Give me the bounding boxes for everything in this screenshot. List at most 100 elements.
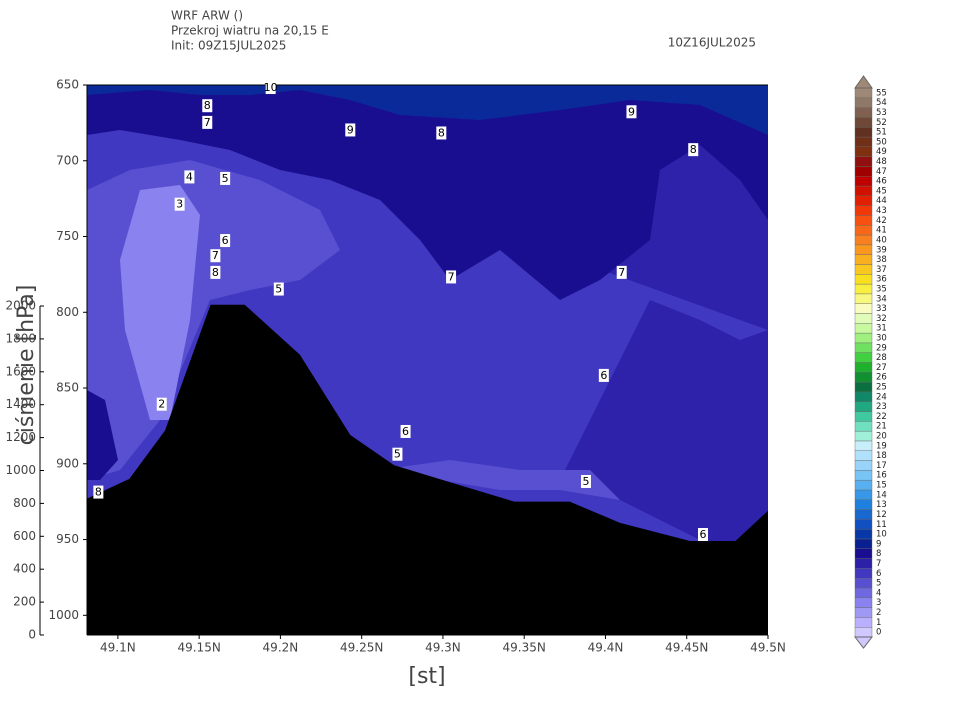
colorbar-label: 12 bbox=[876, 510, 887, 520]
contour-label: 5 bbox=[582, 475, 589, 488]
contour-label-box bbox=[202, 115, 213, 129]
colorbar-label: 37 bbox=[876, 265, 887, 275]
contour-label: 3 bbox=[176, 198, 183, 211]
colorbar-box bbox=[854, 283, 873, 295]
colorbar-box bbox=[854, 97, 873, 108]
y2-tick-label: 1600 bbox=[5, 364, 36, 378]
colorbar-label: 52 bbox=[876, 118, 887, 128]
y-tick-label: 950 bbox=[56, 532, 79, 546]
contour-label: 7 bbox=[212, 249, 219, 262]
colorbar-box bbox=[854, 558, 873, 569]
colorbar-label: 15 bbox=[876, 481, 887, 491]
colorbar-label: 26 bbox=[876, 373, 887, 383]
colorbar-box bbox=[854, 617, 873, 628]
colorbar-label: 51 bbox=[876, 128, 887, 138]
title-line: Przekroj wiatru na 20,15 E bbox=[171, 24, 329, 38]
colorbar-label: 6 bbox=[876, 569, 881, 579]
contour-label-box bbox=[202, 99, 213, 113]
colorbar-label: 48 bbox=[876, 157, 887, 167]
colorbar-box bbox=[854, 538, 873, 549]
colorbar-label: 32 bbox=[876, 314, 887, 324]
contour-label: 6 bbox=[222, 234, 229, 247]
y2-tick-label: 1000 bbox=[5, 463, 36, 477]
title-block: WRF ARW ()Przekroj wiatru na 20,15 EInit… bbox=[171, 9, 329, 53]
colorbar-label: 8 bbox=[876, 549, 881, 559]
x-axis-label: [st] bbox=[408, 664, 445, 689]
y-tick-label: 1000 bbox=[48, 608, 79, 622]
contour-label-box bbox=[345, 123, 356, 137]
contour-label: 7 bbox=[448, 270, 455, 283]
contour-label-box bbox=[688, 143, 699, 157]
title-line: WRF ARW () bbox=[171, 9, 243, 23]
colorbar-label: 23 bbox=[876, 402, 887, 412]
colorbar-label: 50 bbox=[876, 137, 887, 147]
field-fill bbox=[87, 85, 768, 135]
colorbar-label: 39 bbox=[876, 245, 887, 255]
colorbar-label: 20 bbox=[876, 432, 887, 442]
colorbar-max bbox=[854, 75, 873, 89]
colorbar-box bbox=[854, 499, 873, 510]
contour-label: 7 bbox=[204, 116, 211, 129]
colorbar-box bbox=[854, 519, 873, 530]
colorbar-box bbox=[854, 274, 873, 285]
colorbar-box bbox=[854, 411, 873, 422]
colorbar-box bbox=[854, 470, 873, 481]
terrain bbox=[87, 304, 768, 635]
colorbar-box bbox=[854, 254, 873, 265]
contour-label-box bbox=[580, 474, 591, 488]
colorbar-label: 27 bbox=[876, 363, 887, 373]
colorbar-box bbox=[854, 332, 873, 344]
contour-label-box bbox=[598, 368, 609, 382]
contour-label-box bbox=[400, 424, 411, 438]
colorbar-label: 31 bbox=[876, 324, 887, 334]
contour-label-box bbox=[210, 249, 221, 263]
colorbar-label: 30 bbox=[876, 333, 887, 343]
colorbar-box bbox=[854, 401, 873, 412]
field-fill bbox=[380, 460, 620, 500]
contour-label-box bbox=[616, 265, 627, 279]
colorbar-label: 38 bbox=[876, 255, 887, 265]
colorbar-box bbox=[854, 313, 873, 324]
colorbar-label: 42 bbox=[876, 216, 887, 226]
contour-label: 9 bbox=[347, 123, 354, 136]
colorbar-label: 16 bbox=[876, 471, 887, 481]
contour-label: 8 bbox=[690, 143, 697, 156]
colorbar-label: 29 bbox=[876, 343, 887, 353]
y-tick-label: 650 bbox=[56, 78, 79, 92]
colorbar-label: 36 bbox=[876, 275, 887, 285]
colorbar-label: 2 bbox=[876, 608, 881, 618]
colorbar-label: 11 bbox=[876, 520, 887, 530]
colorbar-box bbox=[854, 450, 873, 461]
x-tick-label: 49.45N bbox=[665, 641, 708, 655]
field-fill bbox=[87, 390, 118, 480]
contour-label: 6 bbox=[402, 425, 409, 438]
contour-label: 8 bbox=[95, 486, 102, 499]
colorbar-label: 22 bbox=[876, 412, 887, 422]
colorbar-label: 9 bbox=[876, 539, 881, 549]
colorbar-label: 46 bbox=[876, 177, 887, 187]
colorbar-box bbox=[854, 185, 873, 197]
colorbar-box bbox=[854, 372, 873, 383]
contour-label-box bbox=[697, 528, 708, 541]
y-tick-label: 800 bbox=[56, 305, 79, 319]
y2-tick-label: 200 bbox=[13, 595, 36, 609]
contour-label-box bbox=[392, 447, 403, 461]
contour-label: 9 bbox=[628, 105, 635, 118]
colorbar-box bbox=[854, 460, 873, 471]
colorbar-box bbox=[854, 244, 873, 255]
colorbar-box bbox=[854, 607, 873, 618]
colorbar-label: 24 bbox=[876, 392, 887, 402]
colorbar-box bbox=[854, 146, 873, 157]
colorbar-label: 7 bbox=[876, 559, 881, 569]
colorbar-label: 44 bbox=[876, 196, 887, 206]
colorbar-box bbox=[854, 509, 873, 520]
x-tick-label: 49.1N bbox=[100, 641, 136, 655]
contour-label: 5 bbox=[222, 172, 229, 185]
colorbar-box bbox=[854, 352, 873, 363]
contour-label-box bbox=[273, 282, 284, 296]
colorbar-label: 1 bbox=[876, 618, 881, 628]
colorbar-box bbox=[854, 117, 873, 128]
colorbar-label: 53 bbox=[876, 108, 887, 118]
colorbar-box bbox=[854, 489, 873, 500]
colorbar-box bbox=[854, 440, 873, 451]
